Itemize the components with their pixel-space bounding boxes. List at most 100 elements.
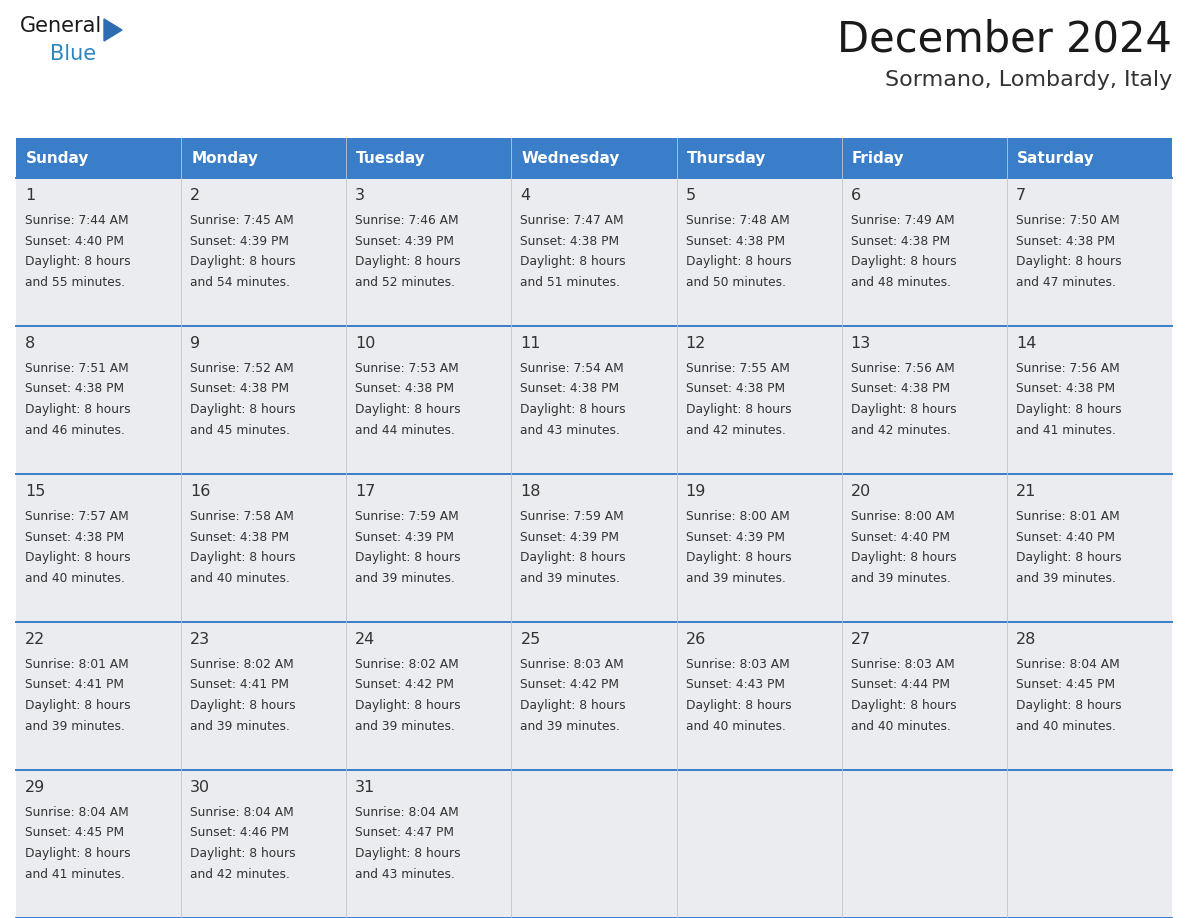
Text: Sunset: 4:38 PM: Sunset: 4:38 PM xyxy=(190,531,289,543)
Text: and 42 minutes.: and 42 minutes. xyxy=(190,868,290,880)
Text: 14: 14 xyxy=(1016,336,1036,351)
Text: Daylight: 8 hours: Daylight: 8 hours xyxy=(190,847,296,860)
Bar xyxy=(15,138,1173,178)
Text: Sunset: 4:43 PM: Sunset: 4:43 PM xyxy=(685,678,784,691)
Text: Daylight: 8 hours: Daylight: 8 hours xyxy=(25,551,131,564)
Text: and 39 minutes.: and 39 minutes. xyxy=(190,720,290,733)
Text: 13: 13 xyxy=(851,336,871,351)
Text: Sunrise: 8:04 AM: Sunrise: 8:04 AM xyxy=(25,806,128,819)
Text: Daylight: 8 hours: Daylight: 8 hours xyxy=(520,255,626,268)
Text: Sunrise: 8:03 AM: Sunrise: 8:03 AM xyxy=(851,658,954,671)
Text: Sunrise: 8:03 AM: Sunrise: 8:03 AM xyxy=(685,658,789,671)
Text: Sunset: 4:40 PM: Sunset: 4:40 PM xyxy=(25,234,124,248)
Text: 18: 18 xyxy=(520,484,541,499)
Text: Daylight: 8 hours: Daylight: 8 hours xyxy=(520,403,626,416)
Text: Daylight: 8 hours: Daylight: 8 hours xyxy=(1016,255,1121,268)
Text: Sunset: 4:42 PM: Sunset: 4:42 PM xyxy=(520,678,619,691)
Text: Sunrise: 7:59 AM: Sunrise: 7:59 AM xyxy=(520,510,624,523)
Text: Daylight: 8 hours: Daylight: 8 hours xyxy=(685,403,791,416)
Text: 23: 23 xyxy=(190,632,210,647)
Text: Sunrise: 8:02 AM: Sunrise: 8:02 AM xyxy=(355,658,459,671)
Text: Sunrise: 8:01 AM: Sunrise: 8:01 AM xyxy=(1016,510,1119,523)
Text: Sunrise: 8:03 AM: Sunrise: 8:03 AM xyxy=(520,658,624,671)
Text: Daylight: 8 hours: Daylight: 8 hours xyxy=(851,403,956,416)
Text: and 39 minutes.: and 39 minutes. xyxy=(355,720,455,733)
Text: and 40 minutes.: and 40 minutes. xyxy=(851,720,950,733)
Text: Sunrise: 8:04 AM: Sunrise: 8:04 AM xyxy=(190,806,293,819)
Polygon shape xyxy=(105,19,122,41)
Text: Sunset: 4:39 PM: Sunset: 4:39 PM xyxy=(355,234,454,248)
Text: and 43 minutes.: and 43 minutes. xyxy=(520,423,620,436)
Text: and 39 minutes.: and 39 minutes. xyxy=(520,720,620,733)
Text: Sunset: 4:42 PM: Sunset: 4:42 PM xyxy=(355,678,454,691)
Text: Daylight: 8 hours: Daylight: 8 hours xyxy=(520,551,626,564)
Text: Sunset: 4:39 PM: Sunset: 4:39 PM xyxy=(190,234,289,248)
Text: Sunset: 4:38 PM: Sunset: 4:38 PM xyxy=(190,383,289,396)
Text: Daylight: 8 hours: Daylight: 8 hours xyxy=(355,403,461,416)
Text: Sunrise: 7:49 AM: Sunrise: 7:49 AM xyxy=(851,214,954,227)
Text: 16: 16 xyxy=(190,484,210,499)
Text: Blue: Blue xyxy=(50,44,96,64)
Text: Sunset: 4:38 PM: Sunset: 4:38 PM xyxy=(851,234,950,248)
Text: Sunset: 4:47 PM: Sunset: 4:47 PM xyxy=(355,826,454,839)
Text: and 40 minutes.: and 40 minutes. xyxy=(1016,720,1116,733)
Text: 26: 26 xyxy=(685,632,706,647)
Text: 10: 10 xyxy=(355,336,375,351)
Text: and 39 minutes.: and 39 minutes. xyxy=(685,572,785,585)
Text: Sunset: 4:38 PM: Sunset: 4:38 PM xyxy=(25,531,124,543)
Text: Daylight: 8 hours: Daylight: 8 hours xyxy=(685,255,791,268)
Text: Sunrise: 7:44 AM: Sunrise: 7:44 AM xyxy=(25,214,128,227)
Text: Sunrise: 7:51 AM: Sunrise: 7:51 AM xyxy=(25,362,128,375)
Text: Sunset: 4:41 PM: Sunset: 4:41 PM xyxy=(190,678,289,691)
Text: General: General xyxy=(20,16,102,36)
Text: Sunrise: 7:59 AM: Sunrise: 7:59 AM xyxy=(355,510,459,523)
Text: Sunrise: 7:53 AM: Sunrise: 7:53 AM xyxy=(355,362,459,375)
Text: Wednesday: Wednesday xyxy=(522,151,620,165)
Text: Sunrise: 7:48 AM: Sunrise: 7:48 AM xyxy=(685,214,789,227)
Text: Sunset: 4:45 PM: Sunset: 4:45 PM xyxy=(25,826,124,839)
Text: 11: 11 xyxy=(520,336,541,351)
Text: 17: 17 xyxy=(355,484,375,499)
Text: Sunrise: 8:00 AM: Sunrise: 8:00 AM xyxy=(685,510,789,523)
Text: 4: 4 xyxy=(520,188,531,203)
Text: 22: 22 xyxy=(25,632,45,647)
Text: 15: 15 xyxy=(25,484,45,499)
Text: and 42 minutes.: and 42 minutes. xyxy=(851,423,950,436)
Text: Sunrise: 7:52 AM: Sunrise: 7:52 AM xyxy=(190,362,293,375)
Text: Daylight: 8 hours: Daylight: 8 hours xyxy=(1016,551,1121,564)
Text: 6: 6 xyxy=(851,188,861,203)
Text: Daylight: 8 hours: Daylight: 8 hours xyxy=(190,551,296,564)
Text: Sunset: 4:38 PM: Sunset: 4:38 PM xyxy=(520,234,620,248)
Text: Daylight: 8 hours: Daylight: 8 hours xyxy=(190,255,296,268)
Text: Daylight: 8 hours: Daylight: 8 hours xyxy=(190,403,296,416)
Text: Sunset: 4:41 PM: Sunset: 4:41 PM xyxy=(25,678,124,691)
Text: Sunset: 4:39 PM: Sunset: 4:39 PM xyxy=(355,531,454,543)
Text: December 2024: December 2024 xyxy=(838,18,1173,60)
Text: Daylight: 8 hours: Daylight: 8 hours xyxy=(520,699,626,712)
Text: and 40 minutes.: and 40 minutes. xyxy=(685,720,785,733)
Text: 28: 28 xyxy=(1016,632,1036,647)
Text: Sunrise: 8:02 AM: Sunrise: 8:02 AM xyxy=(190,658,293,671)
Text: and 39 minutes.: and 39 minutes. xyxy=(520,572,620,585)
Text: Sunrise: 8:00 AM: Sunrise: 8:00 AM xyxy=(851,510,954,523)
Text: Sunrise: 7:55 AM: Sunrise: 7:55 AM xyxy=(685,362,790,375)
Text: 30: 30 xyxy=(190,780,210,795)
Text: Daylight: 8 hours: Daylight: 8 hours xyxy=(1016,699,1121,712)
Text: and 40 minutes.: and 40 minutes. xyxy=(25,572,125,585)
Text: Daylight: 8 hours: Daylight: 8 hours xyxy=(25,255,131,268)
Text: Thursday: Thursday xyxy=(687,151,766,165)
Text: Sunrise: 7:56 AM: Sunrise: 7:56 AM xyxy=(1016,362,1119,375)
Text: and 39 minutes.: and 39 minutes. xyxy=(355,572,455,585)
Text: 27: 27 xyxy=(851,632,871,647)
Text: 21: 21 xyxy=(1016,484,1036,499)
Text: and 43 minutes.: and 43 minutes. xyxy=(355,868,455,880)
Text: 9: 9 xyxy=(190,336,201,351)
Text: Sunrise: 7:56 AM: Sunrise: 7:56 AM xyxy=(851,362,954,375)
Bar xyxy=(15,770,1173,918)
Text: and 48 minutes.: and 48 minutes. xyxy=(851,275,950,288)
Text: 7: 7 xyxy=(1016,188,1026,203)
Text: and 39 minutes.: and 39 minutes. xyxy=(1016,572,1116,585)
Text: Daylight: 8 hours: Daylight: 8 hours xyxy=(355,699,461,712)
Text: Sunset: 4:39 PM: Sunset: 4:39 PM xyxy=(685,531,784,543)
Text: Daylight: 8 hours: Daylight: 8 hours xyxy=(851,699,956,712)
